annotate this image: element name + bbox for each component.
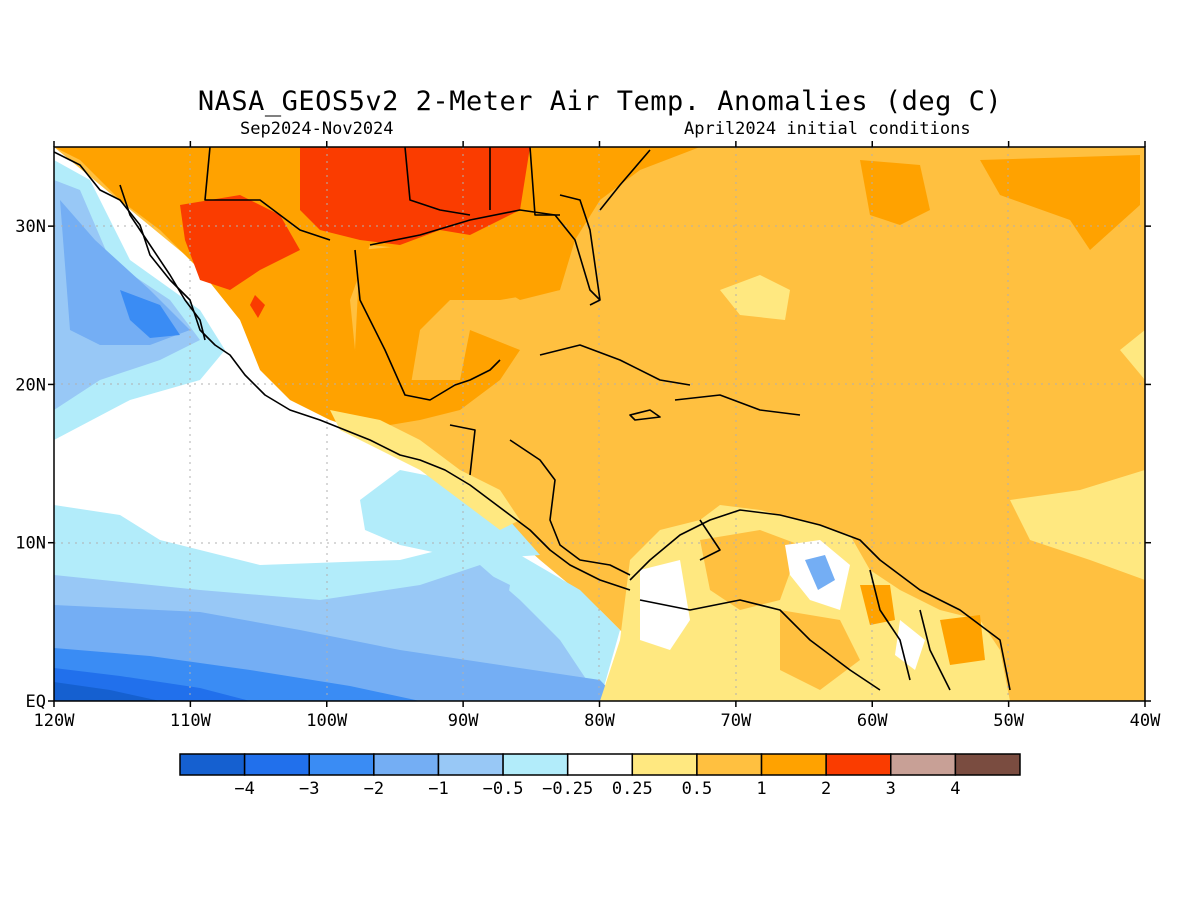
legend-label: 1 <box>756 779 766 799</box>
legend-label: 4 <box>950 779 960 799</box>
legend-label: −0.25 <box>542 779 593 799</box>
lon-label: 100W <box>306 711 348 731</box>
forecast-period: Sep2024-Nov2024 <box>240 119 394 139</box>
red-hotspot-small <box>250 295 265 318</box>
legend-colorbar <box>179 753 1021 776</box>
legend-swatch <box>502 753 569 776</box>
initial-conditions: April2024 initial conditions <box>684 119 971 139</box>
legend-swatch <box>373 753 440 776</box>
sa-orange-patch-4 <box>860 585 895 625</box>
atlantic-warm-patch-2 <box>980 155 1140 250</box>
yellow-patch-east-edge <box>1120 330 1145 380</box>
atlantic-warm-patch-1 <box>860 160 930 225</box>
legend-swatch <box>696 753 763 776</box>
legend-label: 3 <box>886 779 896 799</box>
legend-label: −0.5 <box>483 779 524 799</box>
lon-label: 120W <box>34 711 76 731</box>
legend-swatch <box>954 753 1021 776</box>
lon-label: 110W <box>170 711 212 731</box>
legend-swatch <box>179 753 246 776</box>
yellow-patch-central-america <box>330 410 520 530</box>
axis-ticks <box>48 141 1151 707</box>
lon-label: 60W <box>857 711 888 731</box>
legend-swatch <box>760 753 827 776</box>
sa-white-patch-3 <box>895 620 925 670</box>
legend-label: −2 <box>364 779 384 799</box>
lon-label: 70W <box>721 711 752 731</box>
yellow-patch-bahamas <box>720 275 790 320</box>
red-hotspot-mexico <box>180 195 300 290</box>
map-field <box>54 147 1145 701</box>
legend-swatch <box>308 753 375 776</box>
sa-orange-patch-3 <box>940 615 985 665</box>
legend-swatch <box>825 753 892 776</box>
sa-blue-patch <box>805 555 835 590</box>
axis-labels: 120W 110W 100W 90W 80W 70W 60W 50W 40W EQ 10N 20N 30… <box>15 217 1161 731</box>
legend-swatch <box>566 753 634 776</box>
lat-label: 20N <box>15 375 46 395</box>
lon-label: 80W <box>584 711 615 731</box>
blue-blob-galapagos <box>440 570 510 620</box>
gulf-warm-region <box>355 240 560 390</box>
sa-orange-patch-1 <box>700 530 800 610</box>
legend-label: −3 <box>299 779 319 799</box>
legend-labels: −4 −3 −2 −1 −0.5 −0.25 0.25 0.5 1 2 3 4 <box>234 779 960 799</box>
coastlines <box>54 147 1011 691</box>
cyan-patch-central <box>360 470 540 560</box>
legend-swatch <box>437 753 504 776</box>
pacific-blue-band-4 <box>54 682 160 701</box>
legend-label: 2 <box>821 779 831 799</box>
map-title: NASA_GEOS5v2 2-Meter Air Temp. Anomalies… <box>197 86 1003 117</box>
legend-label: −1 <box>428 779 448 799</box>
baja-cool-pool-core <box>120 290 180 338</box>
legend-label: −4 <box>234 779 254 799</box>
lat-label: 30N <box>15 217 46 237</box>
lat-label: 10N <box>15 534 46 554</box>
red-hotspot-texas <box>300 147 530 245</box>
lon-label: 50W <box>993 711 1024 731</box>
lat-label: EQ <box>26 692 46 712</box>
yellow-patch-east <box>1010 470 1145 580</box>
legend-label: 0.5 <box>682 779 713 799</box>
lon-label: 90W <box>448 711 479 731</box>
legend-swatch <box>631 753 698 776</box>
legend-swatch <box>243 753 310 776</box>
legend-label: 0.25 <box>612 779 653 799</box>
lon-label: 40W <box>1130 711 1161 731</box>
legend-swatch <box>890 753 957 776</box>
